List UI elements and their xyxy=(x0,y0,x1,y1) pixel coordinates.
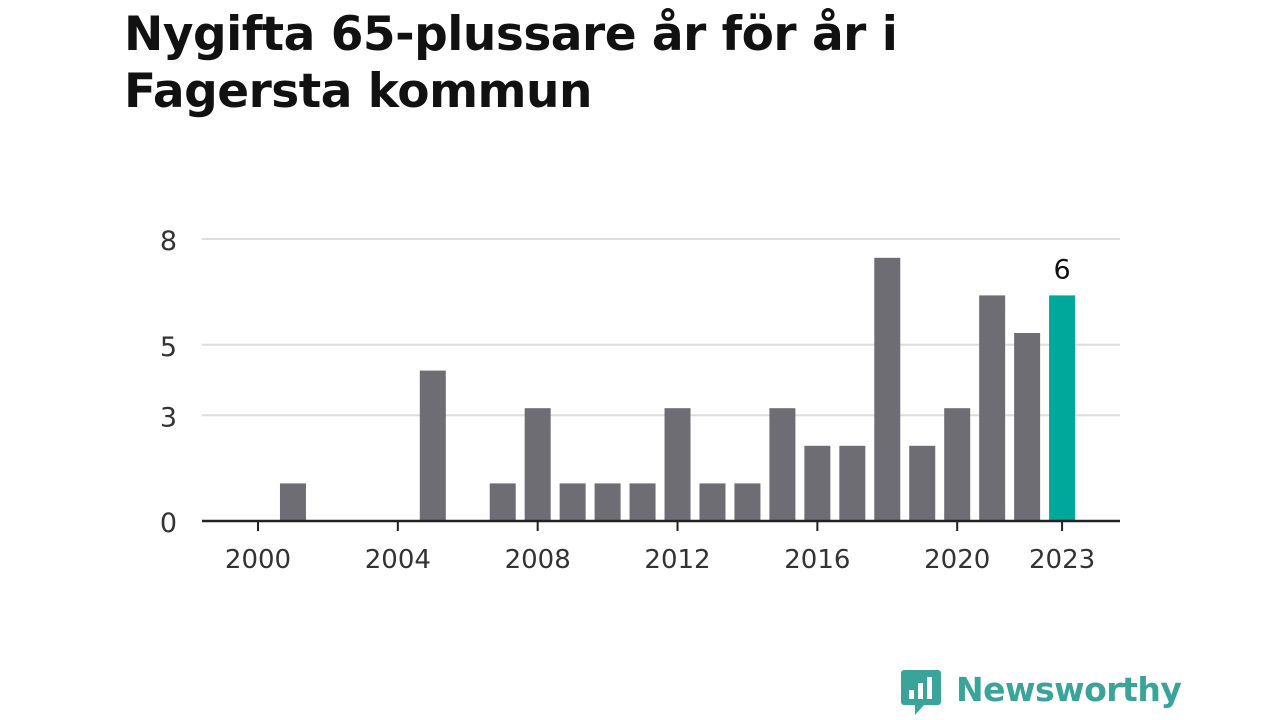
x-tick-label: 2004 xyxy=(365,545,431,575)
x-tick-label: 2012 xyxy=(644,545,710,575)
brand-logo: Newsworthy xyxy=(900,668,1182,718)
bar xyxy=(559,483,586,521)
bar xyxy=(804,445,831,521)
bar xyxy=(1014,333,1041,521)
x-tick-label: 2000 xyxy=(225,545,291,575)
bar xyxy=(594,483,621,521)
bar xyxy=(839,445,866,521)
bar xyxy=(874,257,901,521)
bar xyxy=(769,408,796,521)
newsworthy-logo-icon xyxy=(901,670,941,715)
data-label: 6 xyxy=(1053,254,1070,285)
bar xyxy=(489,483,516,521)
x-tick-label: 2016 xyxy=(784,545,850,575)
brand-name: Newsworthy xyxy=(956,670,1182,709)
bar xyxy=(419,370,446,521)
bar-chart: 0 3 5 8 6 2000 2004 2008 2012 2016 2020 2023 xyxy=(160,226,1120,575)
bar xyxy=(944,408,971,521)
bar xyxy=(909,445,936,521)
bar xyxy=(524,408,551,521)
y-tick-label: 3 xyxy=(160,402,177,433)
x-tick-label: 2020 xyxy=(924,545,990,575)
bar-highlight xyxy=(1049,295,1076,521)
bar xyxy=(664,408,691,521)
bar xyxy=(629,483,656,521)
y-tick-label: 0 xyxy=(160,508,177,539)
bar xyxy=(699,483,726,521)
y-tick-label: 5 xyxy=(160,332,177,363)
chart-title: Nygifta 65-plussare år för år i Fagersta… xyxy=(124,7,898,119)
bar xyxy=(979,295,1006,521)
x-tick-label: 2023 xyxy=(1029,545,1095,575)
y-tick-label: 8 xyxy=(160,226,177,257)
bar xyxy=(734,483,761,521)
bar xyxy=(279,483,306,521)
x-tick-label: 2008 xyxy=(505,545,571,575)
